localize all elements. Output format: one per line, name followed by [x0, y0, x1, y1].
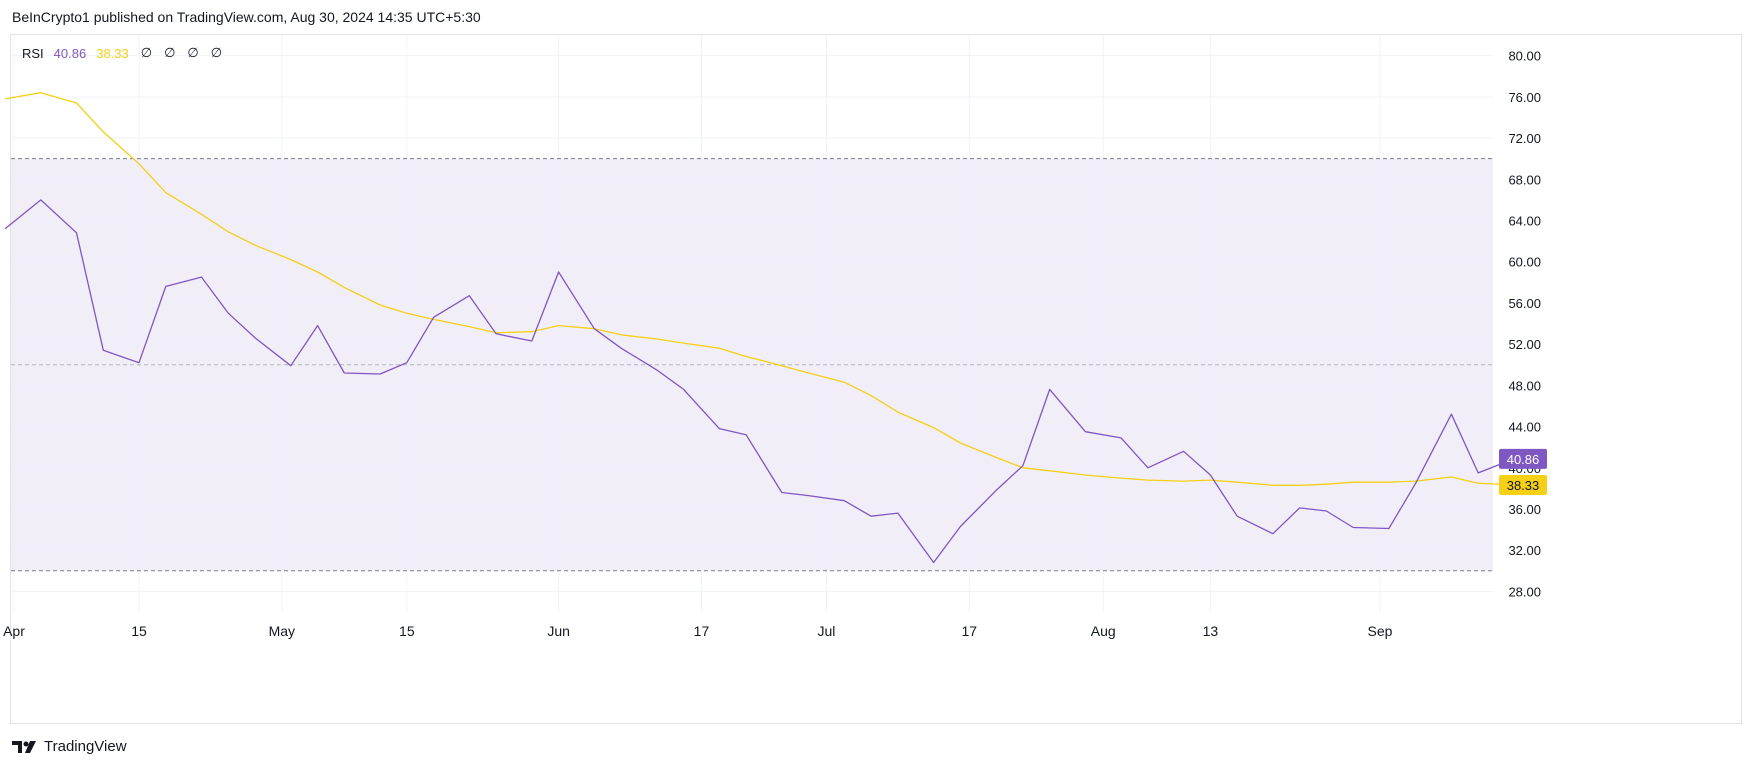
- legend-indicator-name: RSI: [22, 45, 44, 61]
- y-tick-label: 52.00: [1508, 337, 1541, 352]
- legend-rsi-value: 40.86: [53, 45, 87, 61]
- ma-series-line: [4, 92, 1514, 486]
- legend-na-value: ∅: [140, 45, 153, 60]
- y-tick-label: 80.00: [1508, 49, 1541, 64]
- y-tick-label: 28.00: [1508, 584, 1541, 599]
- y-tick-label: 36.00: [1508, 502, 1541, 517]
- legend-na-value: ∅: [187, 45, 199, 60]
- x-tick-label: 17: [962, 623, 978, 639]
- y-tick-label: 68.00: [1508, 172, 1541, 187]
- x-tick-label: Jul: [818, 623, 836, 639]
- y-tick-label: 44.00: [1508, 420, 1541, 435]
- publish-header: BeInCrypto1 published on TradingView.com…: [12, 9, 481, 25]
- footer-brand-label: TradingView: [44, 738, 127, 755]
- legend-na-value: ∅: [210, 45, 223, 60]
- y-axis-ticks: 80.00 76.00 72.00 68.00 64.00 60.00 56.00 52.00…: [1508, 49, 1541, 600]
- x-tick-label: 15: [399, 623, 415, 639]
- y-tick-label: 56.00: [1508, 296, 1541, 311]
- x-tick-label: 15: [131, 623, 147, 639]
- y-tick-label: 64.00: [1508, 213, 1541, 228]
- y-tick-label: 72.00: [1508, 131, 1541, 146]
- chart-frame: [10, 34, 1742, 724]
- y-tick-label: 60.00: [1508, 255, 1541, 270]
- rsi-last-value-badge: [1499, 448, 1547, 469]
- x-tick-label: Apr: [3, 623, 25, 639]
- last-value-badges: 40.86 38.33: [1499, 448, 1547, 495]
- rsi-band-lines: [11, 158, 1493, 572]
- ma-last-value-text: 38.33: [1507, 478, 1540, 493]
- y-tick-label: 48.00: [1508, 378, 1541, 393]
- tradingview-logo-icon: [12, 740, 36, 753]
- rsi-series-line: [4, 199, 1515, 564]
- x-tick-label: Aug: [1091, 623, 1116, 639]
- x-tick-label: May: [269, 623, 295, 639]
- y-tick-label: 76.00: [1508, 90, 1541, 105]
- rsi-last-value-text: 40.86: [1507, 452, 1540, 467]
- x-tick-label: Jun: [547, 623, 570, 639]
- x-axis-ticks: Apr 15 May 15 Jun 17 Jul 17 Aug 13 Sep: [3, 623, 1393, 639]
- series-lines: [4, 92, 1515, 564]
- legend-na-value: ∅: [164, 45, 176, 60]
- x-tick-label: Sep: [1368, 623, 1393, 639]
- rsi-chart[interactable]: 80.00 76.00 72.00 68.00 64.00 60.00 56.00 52.00…: [0, 0, 1755, 730]
- x-tick-label: 17: [694, 623, 710, 639]
- x-tick-label: 13: [1203, 623, 1219, 639]
- legend-ma-value: 38.33: [96, 45, 129, 61]
- y-tick-label: 32.00: [1508, 543, 1541, 558]
- footer-brand[interactable]: TradingView: [12, 738, 127, 755]
- rsi-band-fill: [11, 158, 1493, 571]
- ma-last-value-badge: [1499, 474, 1547, 495]
- indicator-legend[interactable]: RSI 40.86 38.33 ∅ ∅ ∅ ∅: [22, 45, 222, 61]
